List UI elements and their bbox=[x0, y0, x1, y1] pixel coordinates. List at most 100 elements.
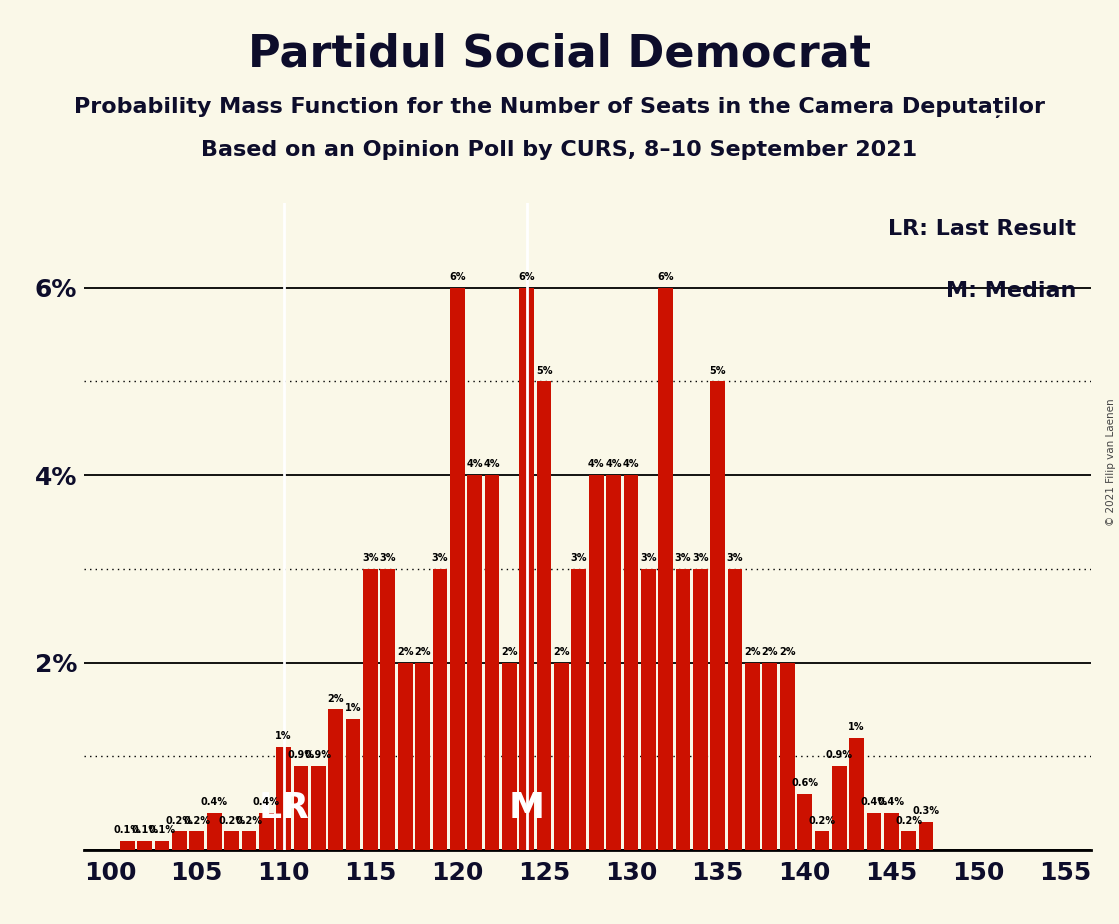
Text: 3%: 3% bbox=[675, 553, 692, 564]
Text: 3%: 3% bbox=[640, 553, 657, 564]
Bar bbox=[485, 475, 499, 850]
Bar bbox=[276, 747, 291, 850]
Text: 2%: 2% bbox=[501, 647, 518, 657]
Text: 0.1%: 0.1% bbox=[131, 825, 158, 835]
Text: 0.2%: 0.2% bbox=[166, 816, 192, 826]
Text: 2%: 2% bbox=[779, 647, 796, 657]
Bar bbox=[572, 569, 586, 850]
Text: LR: LR bbox=[258, 791, 309, 825]
Text: LR: Last Result: LR: Last Result bbox=[887, 220, 1076, 239]
Text: 3%: 3% bbox=[379, 553, 396, 564]
Bar bbox=[120, 841, 134, 850]
Text: 2%: 2% bbox=[414, 647, 431, 657]
Bar bbox=[138, 841, 152, 850]
Text: 0.2%: 0.2% bbox=[808, 816, 836, 826]
Text: 0.2%: 0.2% bbox=[895, 816, 922, 826]
Bar bbox=[242, 832, 256, 850]
Bar bbox=[884, 812, 899, 850]
Bar bbox=[450, 287, 464, 850]
Bar bbox=[154, 841, 169, 850]
Text: 2%: 2% bbox=[397, 647, 413, 657]
Bar bbox=[866, 812, 882, 850]
Bar bbox=[641, 569, 656, 850]
Bar bbox=[623, 475, 638, 850]
Text: 0.9%: 0.9% bbox=[288, 750, 314, 760]
Text: 3%: 3% bbox=[432, 553, 448, 564]
Text: Based on an Opinion Poll by CURS, 8–10 September 2021: Based on an Opinion Poll by CURS, 8–10 S… bbox=[201, 140, 918, 161]
Bar bbox=[207, 812, 222, 850]
Bar bbox=[293, 766, 309, 850]
Text: 0.4%: 0.4% bbox=[253, 797, 280, 807]
Text: 2%: 2% bbox=[762, 647, 778, 657]
Bar bbox=[380, 569, 395, 850]
Bar bbox=[172, 832, 187, 850]
Bar bbox=[658, 287, 673, 850]
Text: 0.9%: 0.9% bbox=[304, 750, 332, 760]
Text: 0.4%: 0.4% bbox=[200, 797, 227, 807]
Text: 3%: 3% bbox=[571, 553, 587, 564]
Bar bbox=[519, 287, 534, 850]
Bar bbox=[258, 812, 274, 850]
Text: 3%: 3% bbox=[692, 553, 708, 564]
Bar bbox=[189, 832, 204, 850]
Text: 3%: 3% bbox=[727, 553, 743, 564]
Bar bbox=[537, 382, 552, 850]
Text: 0.3%: 0.3% bbox=[913, 807, 940, 816]
Text: 1%: 1% bbox=[848, 722, 865, 732]
Text: 0.2%: 0.2% bbox=[235, 816, 262, 826]
Bar bbox=[745, 663, 760, 850]
Text: 1%: 1% bbox=[275, 731, 292, 741]
Text: 0.1%: 0.1% bbox=[149, 825, 176, 835]
Bar bbox=[711, 382, 725, 850]
Text: 0.2%: 0.2% bbox=[184, 816, 210, 826]
Text: 5%: 5% bbox=[536, 366, 553, 376]
Bar bbox=[831, 766, 847, 850]
Text: 4%: 4% bbox=[483, 459, 500, 469]
Text: 0.9%: 0.9% bbox=[826, 750, 853, 760]
Bar bbox=[780, 663, 794, 850]
Text: 5%: 5% bbox=[709, 366, 726, 376]
Text: © 2021 Filip van Laenen: © 2021 Filip van Laenen bbox=[1107, 398, 1116, 526]
Bar bbox=[433, 569, 448, 850]
Bar bbox=[815, 832, 829, 850]
Text: 0.2%: 0.2% bbox=[218, 816, 245, 826]
Bar bbox=[762, 663, 778, 850]
Text: 6%: 6% bbox=[449, 272, 466, 282]
Bar bbox=[727, 569, 742, 850]
Text: 4%: 4% bbox=[587, 459, 604, 469]
Text: M: Median: M: Median bbox=[946, 281, 1076, 301]
Bar bbox=[397, 663, 413, 850]
Bar bbox=[901, 832, 916, 850]
Text: 4%: 4% bbox=[605, 459, 622, 469]
Text: 6%: 6% bbox=[657, 272, 674, 282]
Text: 0.6%: 0.6% bbox=[791, 778, 818, 788]
Text: 2%: 2% bbox=[328, 694, 344, 704]
Text: 3%: 3% bbox=[363, 553, 378, 564]
Bar bbox=[468, 475, 482, 850]
Bar bbox=[502, 663, 517, 850]
Text: 4%: 4% bbox=[467, 459, 483, 469]
Text: 0.1%: 0.1% bbox=[114, 825, 141, 835]
Text: 0.4%: 0.4% bbox=[861, 797, 887, 807]
Bar bbox=[919, 822, 933, 850]
Bar bbox=[797, 794, 812, 850]
Text: 2%: 2% bbox=[744, 647, 761, 657]
Bar bbox=[606, 475, 621, 850]
Bar bbox=[311, 766, 326, 850]
Bar bbox=[676, 569, 690, 850]
Text: Probability Mass Function for the Number of Seats in the Camera Deputaților: Probability Mass Function for the Number… bbox=[74, 97, 1045, 118]
Bar bbox=[849, 737, 864, 850]
Text: M: M bbox=[509, 791, 545, 825]
Bar bbox=[328, 710, 344, 850]
Bar bbox=[589, 475, 603, 850]
Text: 1%: 1% bbox=[345, 703, 361, 713]
Bar bbox=[693, 569, 707, 850]
Bar bbox=[363, 569, 378, 850]
Text: Partidul Social Democrat: Partidul Social Democrat bbox=[248, 32, 871, 76]
Text: 6%: 6% bbox=[518, 272, 535, 282]
Bar bbox=[346, 719, 360, 850]
Bar bbox=[554, 663, 568, 850]
Bar bbox=[224, 832, 238, 850]
Text: 0.4%: 0.4% bbox=[877, 797, 905, 807]
Text: 2%: 2% bbox=[553, 647, 570, 657]
